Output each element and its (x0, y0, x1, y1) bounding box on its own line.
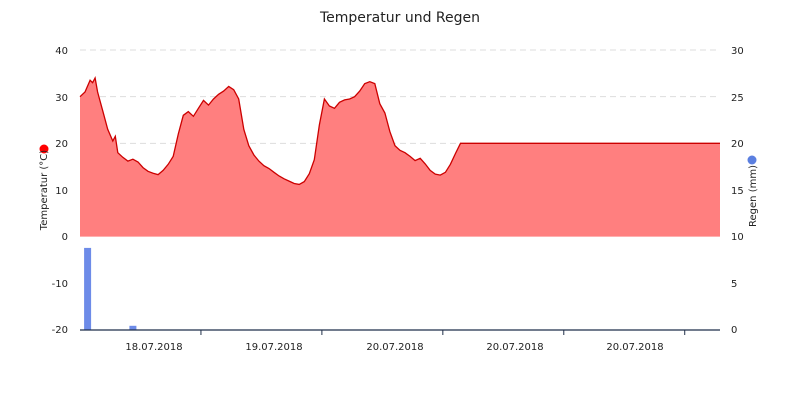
left-tick-label: 0 (62, 232, 68, 243)
x-tick-label: 20.07.2018 (366, 342, 423, 353)
right-axis-ticks: 30 25 20 15 10 5 0 (731, 46, 744, 336)
left-axis-title: Temperatur (°C) (39, 150, 50, 231)
chart-title: Temperatur und Regen (319, 10, 480, 26)
left-axis-title-group: Temperatur (°C) (39, 144, 50, 231)
right-tick-label: 25 (731, 93, 744, 104)
right-tick-label: 15 (731, 186, 744, 197)
x-tick-label: 20.07.2018 (606, 342, 663, 353)
temperature-line (79, 76, 720, 186)
rain-series (84, 247, 137, 330)
temperature-area (80, 78, 720, 237)
x-tick-label: 18.07.2018 (125, 342, 182, 353)
x-tick-label: 20.07.2018 (486, 342, 543, 353)
left-tick-label: 40 (55, 46, 68, 57)
rain-bar (84, 247, 92, 330)
x-tick-label: 19.07.2018 (245, 342, 302, 353)
left-axis-ticks: 40 30 20 10 0 -10 -20 (52, 46, 68, 336)
x-axis-labels: 18.07.2018 19.07.2018 20.07.2018 20.07.2… (125, 342, 663, 353)
rain-legend-marker (747, 155, 757, 165)
temperature-legend-marker (39, 144, 49, 154)
right-axis-title: Regen (mm) (748, 165, 759, 227)
rain-bar (129, 325, 137, 330)
right-axis-title-group: Regen (mm) (747, 155, 759, 227)
right-tick-label: 0 (731, 325, 737, 336)
right-tick-label: 5 (731, 279, 737, 290)
right-tick-label: 10 (731, 232, 744, 243)
left-tick-label: -10 (52, 279, 68, 290)
right-tick-label: 20 (731, 139, 744, 150)
temperature-series (79, 76, 720, 237)
left-tick-label: 20 (55, 139, 68, 150)
x-axis-ticks (200, 330, 686, 335)
left-tick-label: -20 (52, 325, 68, 336)
right-tick-label: 30 (731, 46, 744, 57)
left-tick-label: 10 (55, 186, 68, 197)
left-tick-label: 30 (55, 93, 68, 104)
